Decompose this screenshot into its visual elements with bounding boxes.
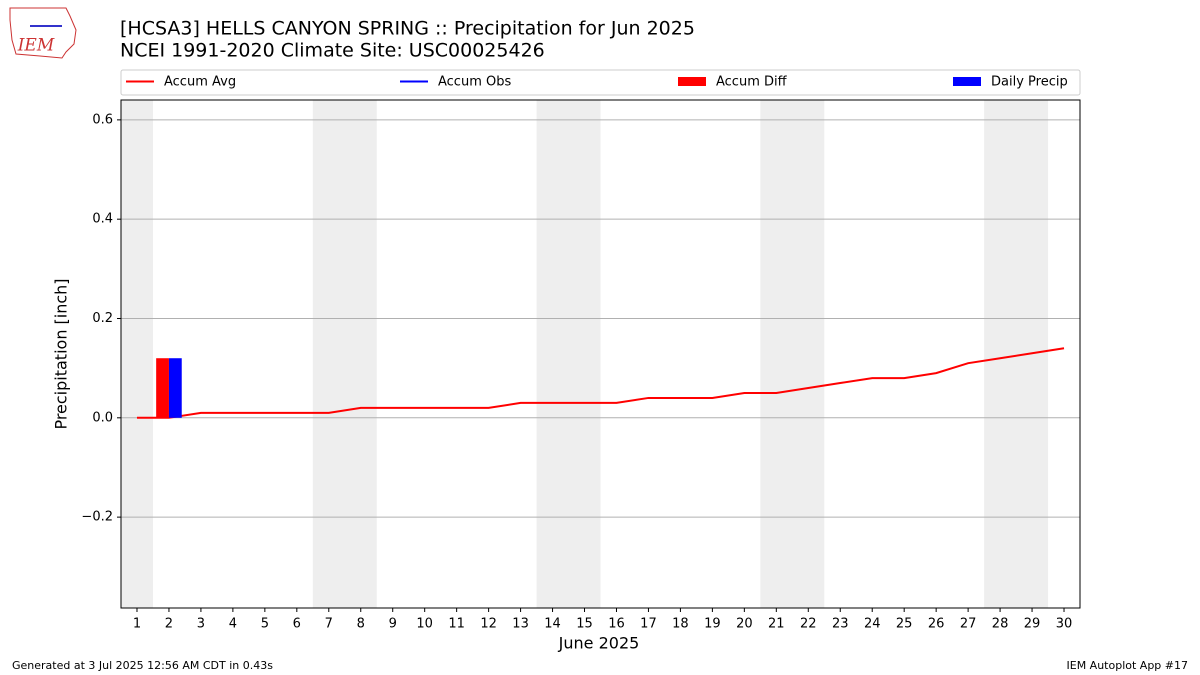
x-axis-label: June 2025 <box>558 634 640 653</box>
logo: IEM <box>9 7 77 59</box>
x-tick-label: 14 <box>544 617 561 632</box>
legend-label: Accum Avg <box>164 75 236 90</box>
weekend-band <box>984 100 1049 608</box>
x-tick-label: 23 <box>832 617 849 632</box>
x-tick-label: 8 <box>357 617 365 632</box>
chart-subtitle: NCEI 1991-2020 Climate Site: USC00025426 <box>120 40 545 62</box>
legend-swatch <box>953 77 981 86</box>
bar <box>168 358 182 418</box>
legend-swatch <box>678 77 706 86</box>
weekend-band <box>760 100 825 608</box>
x-tick-label: 10 <box>416 617 433 632</box>
x-tick-label: 20 <box>736 617 753 632</box>
x-tick-label: 12 <box>480 617 497 632</box>
x-tick-label: 3 <box>197 617 205 632</box>
x-tick-label: 26 <box>928 617 945 632</box>
line <box>136 347 1065 419</box>
x-tick-label: 7 <box>325 617 333 632</box>
plot-frame <box>120 99 1081 609</box>
legend-label: Daily Precip <box>991 75 1068 90</box>
x-tick-label: 30 <box>1056 617 1073 632</box>
x-tick-label: 22 <box>800 617 817 632</box>
footer-right: IEM Autoplot App #17 <box>1067 659 1189 672</box>
x-tick-label: 29 <box>1024 617 1041 632</box>
weekend-band <box>536 100 601 608</box>
logo-outline <box>9 7 77 59</box>
x-tick-label: 16 <box>608 617 625 632</box>
x-tick-label: 4 <box>229 617 237 632</box>
y-tick-label: 0.4 <box>92 212 113 227</box>
legend-label: Accum Obs <box>438 75 511 90</box>
chart-title: [HCSA3] HELLS CANYON SPRING :: Precipita… <box>120 18 695 40</box>
y-tick-label: 0.0 <box>92 410 113 425</box>
x-tick-label: 1 <box>133 617 141 632</box>
x-tick-label: 21 <box>768 617 785 632</box>
x-tick-label: 13 <box>512 617 529 632</box>
x-tick-label: 27 <box>960 617 977 632</box>
x-tick-label: 18 <box>672 617 689 632</box>
x-tick-label: 2 <box>165 617 173 632</box>
x-tick-label: 19 <box>704 617 721 632</box>
x-tick-label: 11 <box>448 617 465 632</box>
y-tick-label: 0.6 <box>92 112 113 127</box>
x-tick-label: 17 <box>640 617 657 632</box>
x-tick-label: 28 <box>992 617 1009 632</box>
weekend-band <box>312 100 377 608</box>
legend-label: Accum Diff <box>716 75 788 90</box>
x-tick-label: 25 <box>896 617 913 632</box>
x-tick-label: 24 <box>864 617 881 632</box>
weekend-band <box>121 100 153 608</box>
y-tick-label: 0.2 <box>92 311 113 326</box>
bar <box>156 358 169 418</box>
y-axis-label: Precipitation [inch] <box>52 278 71 429</box>
footer-left: Generated at 3 Jul 2025 12:56 AM CDT in … <box>12 659 273 672</box>
x-tick-label: 5 <box>261 617 269 632</box>
x-tick-label: 15 <box>576 617 593 632</box>
legend-box <box>120 69 1081 96</box>
x-tick-label: 9 <box>389 617 397 632</box>
logo-text: IEM <box>17 36 55 56</box>
y-tick-label: −0.2 <box>81 510 113 525</box>
x-tick-label: 6 <box>293 617 301 632</box>
